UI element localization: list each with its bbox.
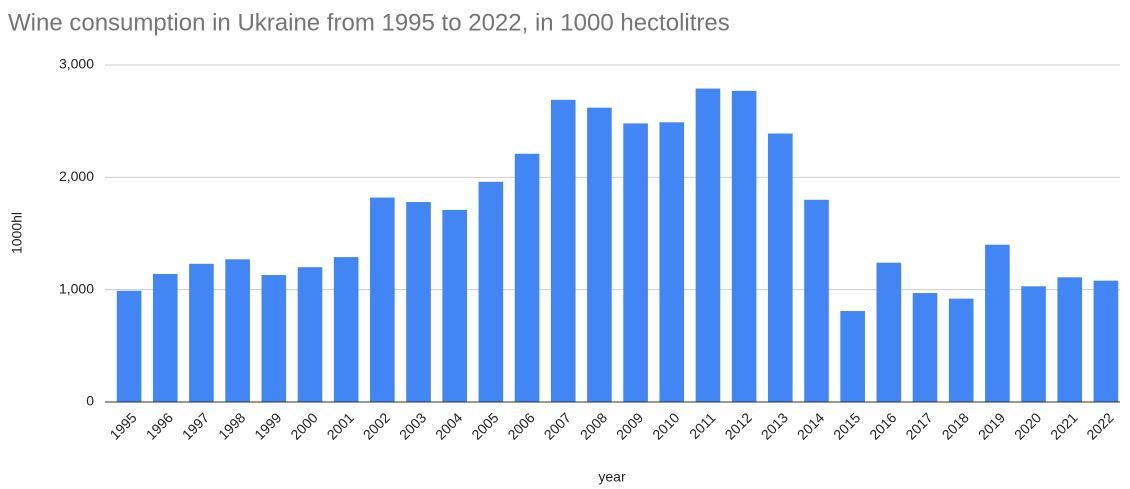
bar [587, 107, 612, 402]
x-tick-label: 1999 [251, 409, 284, 442]
x-tick-label: 2014 [794, 409, 827, 442]
x-tick-label: 2002 [360, 409, 393, 442]
bar [1093, 280, 1119, 402]
x-tick-label: 2016 [866, 409, 899, 442]
x-axis-label: year [598, 469, 626, 485]
x-tick-label: 2020 [1011, 409, 1044, 442]
bar [261, 275, 287, 402]
y-tick-label: 3,000 [59, 56, 94, 72]
y-tick-label: 0 [86, 393, 94, 409]
x-tick-label: 1995 [106, 409, 139, 442]
bar [695, 88, 721, 402]
bar [948, 298, 974, 402]
x-tick-label: 2010 [649, 409, 682, 442]
bar [189, 263, 214, 402]
bar [840, 311, 865, 402]
x-tick-label: 2013 [758, 409, 791, 442]
bar [1057, 277, 1083, 402]
x-tick-label: 2017 [902, 409, 935, 442]
y-tick-label: 2,000 [59, 168, 94, 184]
x-tick-label: 2006 [504, 409, 537, 442]
chart-title: Wine consumption in Ukraine from 1995 to… [8, 9, 730, 36]
bar [768, 133, 793, 403]
bar [804, 199, 829, 402]
x-tick-label: 1998 [215, 409, 248, 442]
x-tick-label: 2009 [613, 409, 646, 442]
x-tick-label: 2011 [686, 409, 719, 442]
bar [152, 273, 178, 402]
bar [623, 123, 648, 402]
bar [514, 153, 540, 402]
x-tick-label: 2015 [830, 409, 863, 442]
bar [333, 257, 359, 402]
x-tick-label: 2007 [541, 409, 574, 442]
x-tick-label: 2008 [577, 409, 610, 442]
y-axis-label: 1000hl [9, 212, 25, 254]
bar [225, 259, 250, 402]
bar [876, 262, 902, 402]
bar [1021, 286, 1046, 402]
bar [912, 293, 938, 402]
bar [116, 290, 142, 402]
x-tick-label: 2000 [287, 409, 320, 442]
y-tick-label: 1,000 [59, 280, 94, 296]
bar [370, 197, 395, 402]
x-tick-label: 2019 [975, 409, 1008, 442]
bar [406, 202, 431, 402]
x-tick-label: 1996 [143, 409, 176, 442]
x-tick-label: 2003 [396, 409, 429, 442]
bar [731, 90, 757, 402]
bar [478, 181, 504, 402]
bar [297, 267, 323, 402]
x-tick-label: 2012 [722, 409, 755, 442]
x-tick-label: 2022 [1083, 409, 1116, 442]
x-tick-label: 2005 [468, 409, 501, 442]
x-tick-label: 2018 [939, 409, 972, 442]
x-tick-label: 2001 [324, 409, 357, 442]
bar [550, 99, 576, 402]
x-tick-label: 2021 [1047, 409, 1080, 442]
x-tick-label: 2004 [432, 409, 465, 442]
bar [442, 209, 467, 402]
x-tick-label: 1997 [179, 409, 212, 442]
bar [985, 244, 1010, 402]
bar [659, 122, 685, 402]
